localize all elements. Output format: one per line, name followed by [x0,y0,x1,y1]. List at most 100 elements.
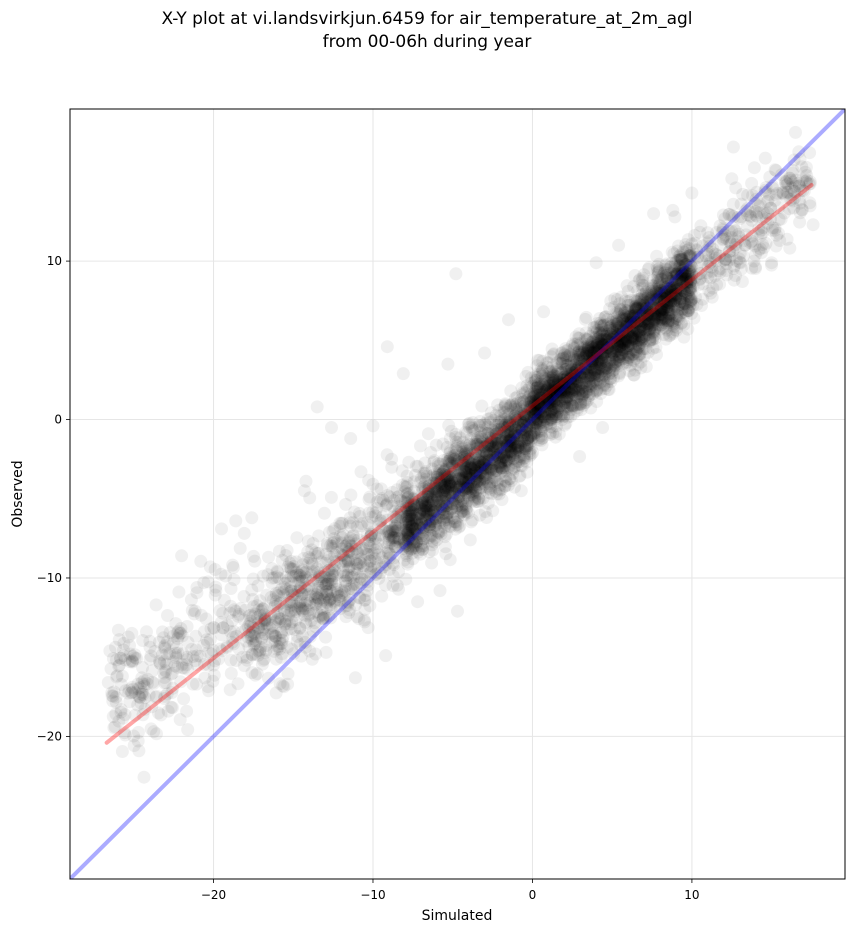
scatter-point [385,452,399,466]
scatter-point [497,454,511,468]
scatter-point [495,482,509,496]
scatter-point [748,260,762,274]
scatter-point [280,640,294,654]
scatter-point [320,600,334,614]
scatter-point [443,432,457,445]
scatter-point [456,457,470,471]
scatter-point [136,708,150,722]
scatter-point [470,466,484,480]
scatter-point [393,493,407,507]
scatter-point [507,462,521,476]
scatter-point [206,643,220,657]
scatter-point [296,604,310,618]
scatter-point [443,446,457,460]
scatter-point [502,439,516,453]
scatter-point [289,555,303,569]
scatter-point [430,476,444,490]
scatter-point [446,489,460,503]
scatter-point [455,493,469,507]
scatter-point [375,561,389,575]
scatter-point [383,490,397,504]
scatter-point [521,431,535,445]
scatter-point [303,491,317,505]
scatter-point [405,505,419,519]
scatter-point [319,556,333,570]
scatter-point [469,465,483,479]
scatter-point [500,453,514,467]
scatter-point [388,524,402,538]
scatter-point [497,450,511,464]
scatter-point [276,630,290,644]
scatter-point [615,343,629,357]
scatter-point [118,653,132,667]
scatter-point [326,541,340,555]
scatter-point [387,530,401,544]
scatter-point [437,511,451,525]
scatter-point [341,568,355,582]
scatter-point [320,588,334,602]
scatter-point [469,436,482,449]
scatter-point [487,437,501,451]
scatter-point [335,548,349,562]
scatter-point [310,597,323,611]
scatter-point [174,622,188,635]
scatter-point [168,659,182,673]
scatter-point [459,461,473,475]
scatter-point [356,542,370,556]
scatter-point [473,474,487,488]
scatter-point [365,510,379,524]
scatter-point [464,515,478,529]
scatter-point [287,647,301,661]
scatter-point [516,404,530,418]
scatter-point [443,488,456,502]
scatter-point [265,619,279,632]
scatter-point [480,475,494,489]
scatter-point [415,514,429,528]
scatter-point [472,455,486,469]
scatter-point [494,429,508,443]
scatter-point [455,499,469,513]
scatter-point [364,528,378,542]
scatter-point [519,424,533,438]
scatter-point [340,553,354,567]
scatter-point [226,561,240,574]
scatter-point [109,707,123,721]
scatter-point [398,536,412,550]
scatter-point [125,685,139,699]
scatter-point [239,603,252,617]
scatter-point [515,423,529,437]
scatter-point [404,543,418,557]
scatter-point [112,659,126,673]
scatter-point [103,644,117,658]
scatter-point [138,702,152,716]
scatter-point [518,386,532,400]
scatter-point [248,607,262,621]
scatter-point [396,542,410,555]
scatter-point [286,570,300,584]
scatter-point [140,677,154,691]
scatter-point [429,504,443,518]
scatter-point [255,631,269,645]
scatter-point [324,577,338,591]
scatter-point [216,621,230,635]
scatter-point [425,491,439,505]
scatter-point [227,625,241,639]
scatter-point [503,413,517,427]
scatter-point [260,617,274,631]
scatter-point [490,446,504,460]
scatter-point [166,681,180,695]
scatter-point [364,565,378,579]
scatter-point [301,609,315,623]
scatter-point [240,651,254,664]
scatter-point [492,422,506,436]
scatter-point [349,598,363,612]
scatter-point [365,527,379,541]
scatter-point [501,438,515,452]
scatter-point [246,634,260,648]
scatter-point [413,518,427,531]
scatter-point [488,453,502,467]
scatter-point [244,619,258,633]
scatter-point [311,579,325,593]
scatter-point [779,176,793,190]
scatter-point [305,543,319,557]
